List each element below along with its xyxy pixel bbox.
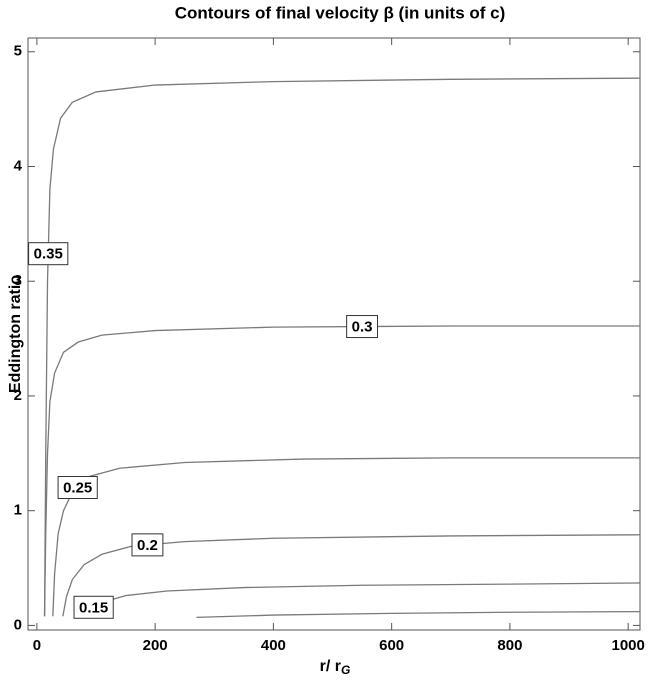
contour-line [62, 534, 641, 617]
y-tick-label: 4 [14, 157, 23, 174]
contour-label: 0.25 [57, 476, 98, 500]
x-label-main: r/ r [320, 658, 341, 675]
x-axis-label: r/ rG [320, 658, 351, 677]
y-axis-label: Eddington ratio [7, 275, 24, 393]
x-tick-label: 200 [143, 637, 168, 654]
contour-label-box [346, 315, 379, 339]
contour-label-text: 0.35 [34, 246, 63, 263]
y-tick-label: 0 [14, 616, 22, 633]
contour-line [43, 325, 640, 617]
contour-label-text: 0.3 [352, 319, 373, 336]
x-label-sub: G [341, 663, 350, 677]
plot-frame [27, 37, 641, 631]
y-tick-label: 2 [14, 387, 22, 404]
contour-label-box [28, 242, 69, 266]
contour-label: 0.35 [28, 242, 69, 266]
contour-label-box [131, 533, 164, 557]
contour-line [83, 582, 641, 617]
x-tick-label: 1000 [611, 637, 644, 654]
contour-label-text: 0.15 [79, 599, 108, 616]
contour-label-box [73, 595, 114, 619]
x-tick-label: 800 [497, 637, 522, 654]
contour-label-text: 0.2 [137, 537, 158, 554]
y-tick-label: 5 [14, 43, 22, 60]
contour-label: 0.15 [73, 595, 114, 619]
x-tick-label: 0 [33, 637, 41, 654]
contour-line [196, 610, 641, 619]
chart-title: Contours of final velocity β (in units o… [175, 3, 506, 22]
y-tick-label: 3 [14, 272, 22, 289]
x-tick-label: 600 [379, 637, 404, 654]
contour-label-text: 0.25 [63, 479, 92, 496]
contour-label: 0.2 [131, 533, 164, 557]
contour-label-box [57, 476, 98, 500]
y-tick-label: 1 [14, 502, 22, 519]
x-tick-label: 400 [261, 637, 286, 654]
contour-label: 0.3 [346, 315, 379, 339]
contour-line [43, 77, 641, 617]
